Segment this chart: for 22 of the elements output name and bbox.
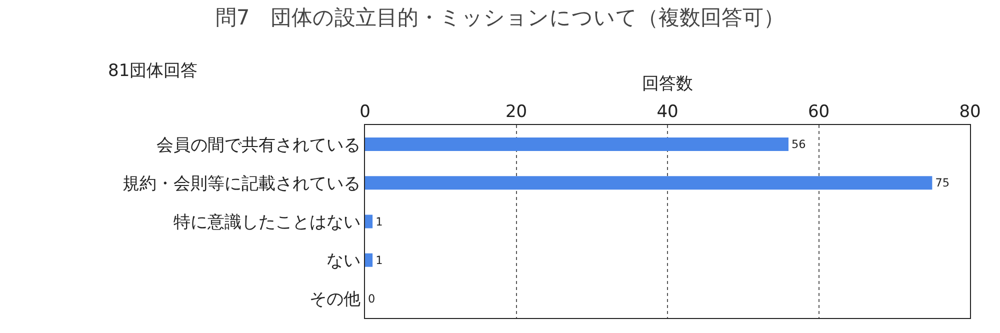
data-label: 1 xyxy=(376,254,383,267)
text: 81団体回答 xyxy=(108,61,198,81)
y-tick-label: その他 xyxy=(310,290,361,310)
data-label: 56 xyxy=(792,138,806,152)
y-tick-label: 規約・会則等に記載されている xyxy=(122,174,361,194)
chart-title: 問7 団体の設立目的・ミッションについて（複数回答可） xyxy=(215,6,785,30)
y-tick-label: ない xyxy=(326,251,361,272)
bar xyxy=(365,138,788,152)
x-tick-label: 20 xyxy=(505,102,528,122)
data-label: 0 xyxy=(368,292,376,306)
bar xyxy=(365,176,932,190)
data-label: 1 xyxy=(376,215,383,228)
data-label: 75 xyxy=(935,176,950,190)
x-tick-label: 0 xyxy=(360,102,370,122)
x-axis-title: 回答数 xyxy=(642,74,693,94)
x-tick-label: 40 xyxy=(656,102,678,122)
bar xyxy=(365,253,373,267)
y-tick-label: 会員の間で共有されている xyxy=(156,135,361,156)
x-tick-label: 80 xyxy=(959,102,981,122)
x-tick-label: 60 xyxy=(808,102,830,122)
bar xyxy=(365,214,373,228)
y-tick-label: 特に意識したことはない xyxy=(174,212,361,232)
